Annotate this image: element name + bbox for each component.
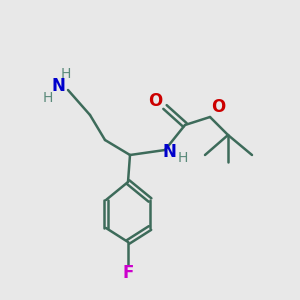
Text: H: H (178, 151, 188, 165)
Text: H: H (43, 91, 53, 105)
Text: N: N (51, 77, 65, 95)
Text: H: H (61, 67, 71, 81)
Text: O: O (148, 92, 162, 110)
Text: O: O (211, 98, 225, 116)
Text: N: N (162, 143, 176, 161)
Text: F: F (122, 264, 134, 282)
